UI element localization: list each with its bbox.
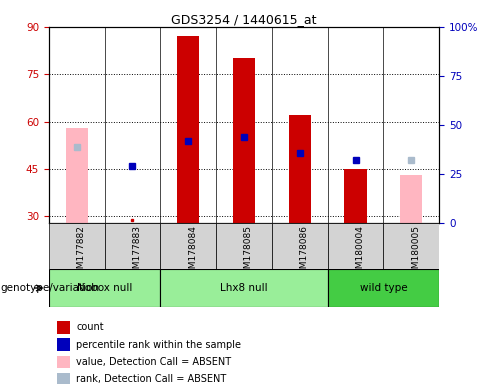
Text: GSM180004: GSM180004 [356, 225, 365, 280]
Text: genotype/variation: genotype/variation [0, 283, 99, 293]
Bar [161, 269, 327, 307]
Bar [57, 338, 70, 351]
Text: Nobox null: Nobox null [77, 283, 132, 293]
Text: GSM178086: GSM178086 [300, 225, 309, 280]
Bar [345, 169, 366, 223]
Bar [104, 223, 161, 269]
Bar [65, 128, 88, 223]
Title: GDS3254 / 1440615_at: GDS3254 / 1440615_at [171, 13, 317, 26]
Text: wild type: wild type [360, 283, 407, 293]
Text: GSM178085: GSM178085 [244, 225, 253, 280]
Bar [327, 223, 384, 269]
Text: Lhx8 null: Lhx8 null [220, 283, 268, 293]
Bar [384, 223, 439, 269]
Bar [288, 115, 311, 223]
Bar [57, 373, 70, 384]
Text: percentile rank within the sample: percentile rank within the sample [76, 339, 241, 349]
Text: GSM177882: GSM177882 [77, 225, 86, 280]
Bar [57, 356, 70, 368]
Bar [49, 269, 161, 307]
Bar [233, 58, 255, 223]
Text: GSM180005: GSM180005 [411, 225, 420, 280]
Bar [272, 223, 327, 269]
Bar [161, 223, 216, 269]
Text: rank, Detection Call = ABSENT: rank, Detection Call = ABSENT [76, 374, 226, 384]
Text: value, Detection Call = ABSENT: value, Detection Call = ABSENT [76, 357, 231, 367]
Bar [177, 36, 200, 223]
Bar [327, 269, 439, 307]
Text: count: count [76, 322, 104, 332]
Bar [216, 223, 272, 269]
Text: GSM178084: GSM178084 [188, 225, 197, 280]
Bar [57, 321, 70, 334]
Bar [49, 223, 104, 269]
Text: GSM177883: GSM177883 [132, 225, 142, 280]
Bar [400, 175, 423, 223]
